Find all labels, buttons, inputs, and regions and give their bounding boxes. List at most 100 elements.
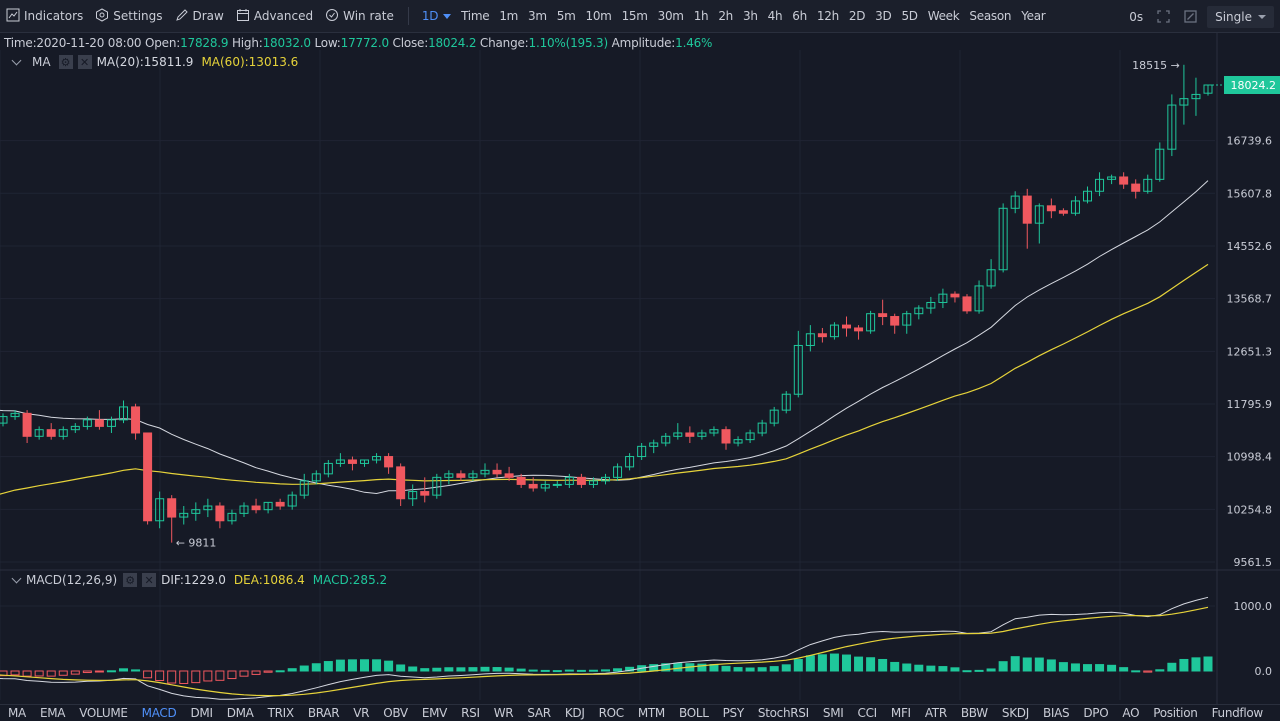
indicator-tab-boll[interactable]: BOLL xyxy=(678,706,709,720)
candle-body-16 xyxy=(119,406,128,421)
close-icon[interactable]: ✕ xyxy=(142,573,157,587)
indicator-tab-psy[interactable]: PSY xyxy=(722,706,745,720)
interval-5[interactable]: 15m xyxy=(621,9,648,23)
candle-body-76 xyxy=(842,324,851,329)
candle-body-50 xyxy=(528,483,538,489)
interval-18[interactable]: Year xyxy=(1021,9,1046,23)
gear-icon xyxy=(95,7,113,25)
macd-bar-41 xyxy=(420,668,430,672)
indicator-tab-obv[interactable]: OBV xyxy=(383,706,408,720)
close-value: 18024.2 xyxy=(428,36,477,50)
interval-6[interactable]: 30m xyxy=(657,9,684,23)
candle-body-48 xyxy=(504,473,514,478)
price-tick-0: 16739.6 xyxy=(1227,135,1273,148)
indicator-tab-roc[interactable]: ROC xyxy=(598,706,625,720)
macd-bar-104 xyxy=(1179,658,1189,672)
candle-body-47 xyxy=(492,469,502,475)
candle-body-24 xyxy=(215,505,225,522)
interval-2[interactable]: 3m xyxy=(528,9,547,23)
candle-body-33 xyxy=(323,462,333,475)
draw-button[interactable]: Draw xyxy=(169,0,230,33)
indicator-tab-smi[interactable]: SMI xyxy=(822,706,844,720)
interval-9[interactable]: 3h xyxy=(742,9,758,23)
interval-13[interactable]: 2D xyxy=(848,9,866,23)
window-select[interactable]: Single xyxy=(1207,5,1274,28)
interval-7[interactable]: 1h xyxy=(693,9,709,23)
indicator-tab-volume[interactable]: VOLUME xyxy=(79,706,128,720)
macd-bar-28 xyxy=(263,670,273,673)
macd-bar-98 xyxy=(1107,664,1117,672)
candlestick-chart[interactable]: 18515 → ← 9811 16739.6 15607.8 14552.6 13568.… xyxy=(0,0,1280,704)
collapse-chevron-icon[interactable] xyxy=(11,573,22,583)
interval-8[interactable]: 2h xyxy=(718,9,733,23)
indicator-tab-vr[interactable]: VR xyxy=(353,706,370,720)
macd-bar-49 xyxy=(516,668,526,672)
candle-body-20 xyxy=(167,498,177,518)
candle-body-40 xyxy=(408,491,418,500)
indicator-tab-bbw[interactable]: BBW xyxy=(960,706,988,720)
candle-body-62 xyxy=(673,432,683,437)
interval-12[interactable]: 12h xyxy=(816,9,839,23)
interval-0[interactable]: Time xyxy=(461,9,490,23)
close-icon[interactable]: ✕ xyxy=(77,55,92,69)
indicator-tab-mfi[interactable]: MFI xyxy=(890,706,911,720)
fullscreen-icon[interactable] xyxy=(1157,10,1170,23)
interval-1[interactable]: 1m xyxy=(499,9,519,23)
interval-14[interactable]: 3D xyxy=(875,9,892,23)
indicator-tab-rsi[interactable]: RSI xyxy=(461,706,480,720)
candle-body-59 xyxy=(637,445,647,458)
indicator-tab-ao[interactable]: AO xyxy=(1122,706,1140,720)
candle-body-88 xyxy=(986,269,996,287)
gear-icon[interactable]: ⚙ xyxy=(123,573,138,587)
indicator-tab-sar[interactable]: SAR xyxy=(527,706,551,720)
indicator-tab-dmi[interactable]: DMI xyxy=(190,706,213,720)
indicator-tab-macd[interactable]: MACD xyxy=(141,706,177,720)
indicator-tab-skdj[interactable]: SKDJ xyxy=(1001,706,1029,720)
indicator-tab-dma[interactable]: DMA xyxy=(226,706,254,720)
indicator-tab-wr[interactable]: WR xyxy=(493,706,514,720)
interval-selector[interactable]: 1D xyxy=(417,0,456,33)
interval-11[interactable]: 6h xyxy=(792,9,807,23)
interval-15[interactable]: 5D xyxy=(901,9,918,23)
macd-tick-0: 1000.0 xyxy=(1234,600,1273,613)
indicator-tab-ema[interactable]: EMA xyxy=(39,706,66,720)
indicator-tab-cci[interactable]: CCI xyxy=(857,706,878,720)
interval-3[interactable]: 5m xyxy=(556,9,576,23)
indicator-tab-stochrsi[interactable]: StochRSI xyxy=(757,706,809,720)
indicator-tab-emv[interactable]: EMV xyxy=(421,706,448,720)
indicator-tab-position[interactable]: Position xyxy=(1153,706,1198,720)
indicator-tab-atr[interactable]: ATR xyxy=(924,706,947,720)
indicator-tab-brar[interactable]: BRAR xyxy=(307,706,340,720)
winrate-button[interactable]: Win rate xyxy=(319,0,400,33)
interval-16[interactable]: Week xyxy=(927,9,960,23)
indicator-tab-kdj[interactable]: KDJ xyxy=(564,706,585,720)
indicator-tab-bias[interactable]: BIAS xyxy=(1042,706,1070,720)
settings-button[interactable]: Settings xyxy=(89,0,168,33)
collapse-chevron-icon[interactable] xyxy=(11,55,22,65)
gear-icon[interactable]: ⚙ xyxy=(58,55,73,69)
indicator-tab-trix[interactable]: TRIX xyxy=(267,706,295,720)
indicator-tab-ma[interactable]: MA xyxy=(8,706,26,720)
interval-17[interactable]: Season xyxy=(969,9,1012,23)
candle-body-6 xyxy=(0,416,8,424)
indicator-tab-dpo[interactable]: DPO xyxy=(1083,706,1109,720)
screenshot-icon[interactable] xyxy=(1184,10,1197,23)
indicator-tab-fundflow[interactable]: Fundflow xyxy=(1211,706,1264,720)
macd-bar-65 xyxy=(709,664,719,672)
price-tick-6: 10998.4 xyxy=(1227,451,1273,464)
candle-body-86 xyxy=(962,296,972,312)
candle-body-54 xyxy=(576,476,586,485)
interval-4[interactable]: 10m xyxy=(585,9,612,23)
indicators-label: Indicators xyxy=(24,9,84,23)
macd-bar-94 xyxy=(1058,662,1068,672)
macd-bar-25 xyxy=(227,670,237,680)
macd-bar-38 xyxy=(384,660,394,672)
advanced-button[interactable]: Advanced xyxy=(230,0,319,33)
macd-bar-31 xyxy=(299,665,309,672)
indicator-tab-mtm[interactable]: MTM xyxy=(637,706,665,720)
interval-10[interactable]: 4h xyxy=(767,9,783,23)
candle-body-68 xyxy=(745,432,755,441)
candle-body-85 xyxy=(950,293,960,298)
candle-body-37 xyxy=(372,456,382,461)
indicators-button[interactable]: Indicators xyxy=(0,0,89,33)
